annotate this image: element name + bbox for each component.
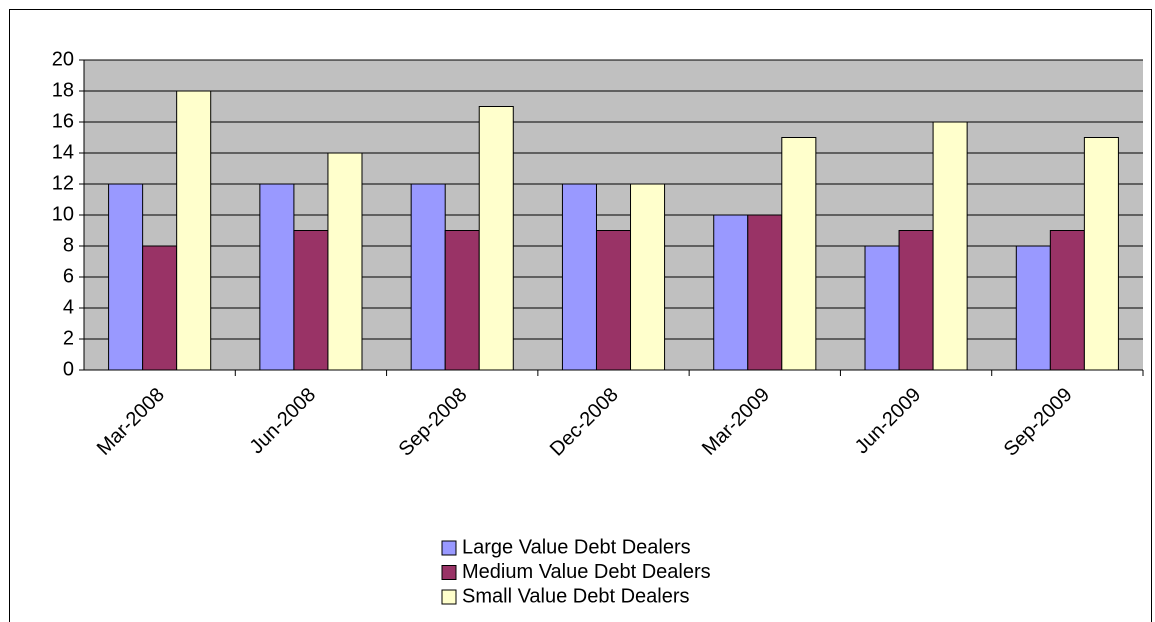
y-tick-label: 6 [63, 265, 74, 287]
bar [747, 214, 783, 371]
bar [561, 183, 597, 371]
y-tick-label: 0 [63, 358, 74, 380]
legend-swatch [441, 565, 457, 580]
legend-label: Medium Value Debt Dealers [462, 561, 711, 583]
y-tick-label: 8 [63, 234, 74, 256]
y-tick-label: 16 [52, 110, 74, 132]
bar [478, 106, 514, 371]
y-tick-label: 14 [52, 141, 74, 163]
bar [293, 230, 329, 371]
y-tick-label: 10 [52, 203, 74, 225]
y-tick-label: 2 [63, 327, 74, 349]
bar [410, 183, 446, 371]
y-tick-label: 12 [52, 172, 74, 194]
bar [932, 121, 968, 371]
bar [630, 183, 666, 371]
y-tick-label: 4 [63, 296, 74, 318]
legend-swatch [441, 589, 457, 605]
bar [108, 183, 144, 371]
bar [1049, 230, 1085, 371]
y-tick-label: 18 [52, 79, 74, 101]
bar [898, 230, 934, 371]
legend-label: Large Value Debt Dealers [462, 536, 691, 558]
bar [142, 245, 178, 371]
bar [781, 137, 817, 371]
bar [713, 214, 749, 371]
legend-swatch [441, 540, 457, 556]
bar [864, 245, 900, 371]
bar [1015, 245, 1051, 371]
bar [444, 230, 480, 371]
bar [327, 152, 363, 371]
bar [259, 183, 295, 371]
bar [595, 230, 632, 371]
bar [176, 90, 212, 371]
bar [1083, 137, 1119, 371]
legend-label: Small Value Debt Dealers [462, 585, 690, 607]
y-tick-label: 20 [52, 48, 74, 70]
